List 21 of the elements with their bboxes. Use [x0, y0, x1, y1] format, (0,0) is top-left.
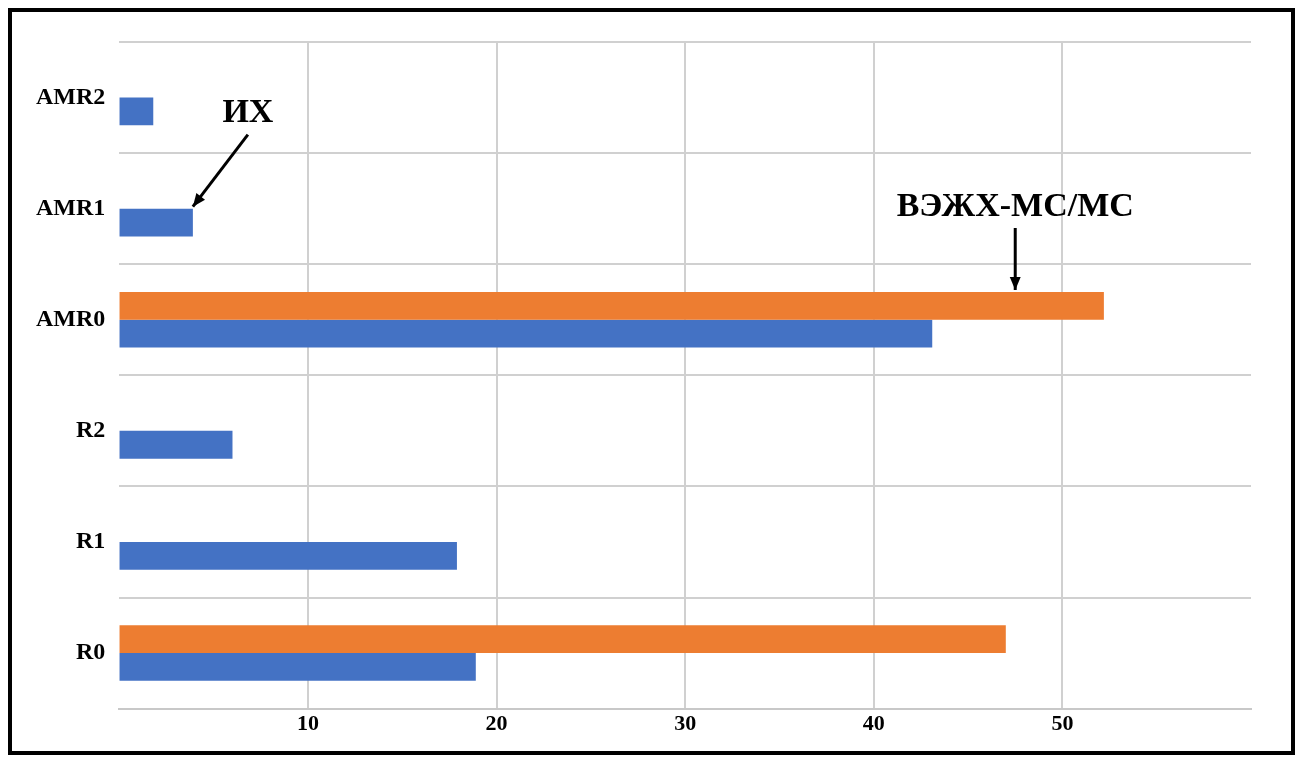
annotation: ВЭЖХ-МС/МС	[896, 185, 1134, 223]
annotation: ИХ	[222, 92, 274, 130]
bar	[119, 97, 154, 126]
y-tick-label: AMR0	[35, 304, 106, 331]
bar	[119, 319, 933, 348]
y-tick-label: AMR1	[35, 193, 106, 220]
bar	[119, 430, 233, 459]
bar	[119, 653, 476, 681]
x-tick-label: 30	[674, 710, 697, 736]
x-tick-label: 40	[862, 710, 885, 736]
y-tick-label: R0	[75, 638, 106, 665]
bar	[119, 291, 1104, 320]
bar	[119, 625, 1006, 654]
bar	[119, 208, 193, 237]
y-tick-label: R2	[75, 416, 106, 443]
x-tick-label: 50	[1051, 710, 1074, 736]
y-tick-label: R1	[75, 527, 106, 554]
bar	[119, 541, 457, 570]
x-tick-label: 10	[296, 710, 319, 736]
x-tick-label: 20	[485, 710, 508, 736]
y-tick-label: AMR2	[35, 82, 106, 109]
